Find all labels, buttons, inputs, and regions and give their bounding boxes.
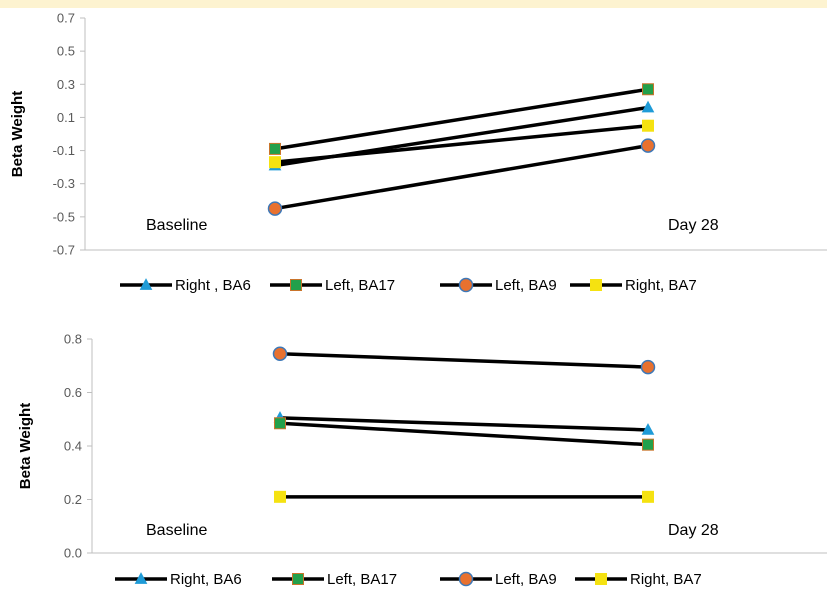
data-point-right-ba7 [642, 119, 654, 132]
legend-marker-left-ba17 [290, 279, 302, 291]
legend-label-left-ba9: Left, BA9 [495, 277, 557, 294]
y-tick-label: -0.5 [53, 209, 75, 224]
series-line-left-ba17 [279, 421, 649, 447]
series-line-right-ba7 [274, 123, 649, 164]
legend-label-left-ba9: Left, BA9 [495, 571, 557, 588]
data-point-left-ba17 [642, 438, 654, 451]
y-tick-label: 0.7 [57, 11, 75, 26]
legend-marker-right-ba6 [139, 278, 153, 290]
series-line-left-ba9 [274, 143, 649, 211]
data-point-left-ba9 [640, 138, 656, 153]
legend-marker-left-ba9 [458, 277, 474, 293]
data-point-right-ba6 [641, 423, 655, 435]
legend-marker-right-ba7 [590, 279, 602, 291]
data-point-right-ba7 [269, 156, 281, 169]
data-point-right-ba7 [274, 490, 286, 503]
data-point-left-ba17 [642, 83, 654, 96]
legend-marker-right-ba7 [595, 573, 607, 585]
y-tick-label: 0.2 [64, 492, 82, 507]
y-axis-label: Beta Weight [9, 91, 26, 177]
data-point-left-ba9 [272, 346, 288, 361]
category-annotation: Day 28 [668, 217, 719, 234]
y-tick-label: 0.8 [64, 332, 82, 347]
data-point-left-ba17 [274, 417, 286, 430]
legend-label-right-ba7: Right, BA7 [625, 277, 697, 294]
y-tick-label: 0.1 [57, 110, 75, 125]
legend-label-right-ba6: Right , BA6 [175, 277, 251, 294]
category-annotation: Day 28 [668, 522, 719, 539]
y-tick-label: -0.3 [53, 176, 75, 191]
data-point-right-ba7 [642, 490, 654, 503]
series-line-left-ba17 [274, 87, 649, 151]
data-point-left-ba17 [269, 142, 281, 155]
top-band [0, 0, 827, 8]
y-tick-label: -0.7 [53, 243, 75, 258]
y-tick-label: 0.0 [64, 546, 82, 561]
legend-label-right-ba7: Right, BA7 [630, 571, 702, 588]
legend-label-left-ba17: Left, BA17 [325, 277, 395, 294]
y-tick-label: 0.6 [64, 385, 82, 400]
legend-marker-left-ba9 [458, 571, 474, 587]
legend-marker-left-ba17 [292, 573, 304, 585]
legend-label-left-ba17: Left, BA17 [327, 571, 397, 588]
y-tick-label: 0.5 [57, 44, 75, 59]
data-point-left-ba9 [267, 201, 283, 216]
y-tick-label: -0.1 [53, 143, 75, 158]
series-line-right-ba6 [279, 416, 649, 432]
y-tick-label: 0.3 [57, 77, 75, 92]
category-annotation: Baseline [146, 522, 207, 539]
series-line-left-ba9 [279, 351, 649, 369]
legend-label-right-ba6: Right, BA6 [170, 571, 242, 588]
category-annotation: Baseline [146, 217, 207, 234]
data-point-right-ba6 [641, 100, 655, 113]
data-point-left-ba9 [640, 359, 656, 375]
y-axis-label: Beta Weight [17, 403, 34, 489]
y-tick-label: 0.4 [64, 439, 82, 454]
legend-marker-right-ba6 [134, 572, 148, 584]
